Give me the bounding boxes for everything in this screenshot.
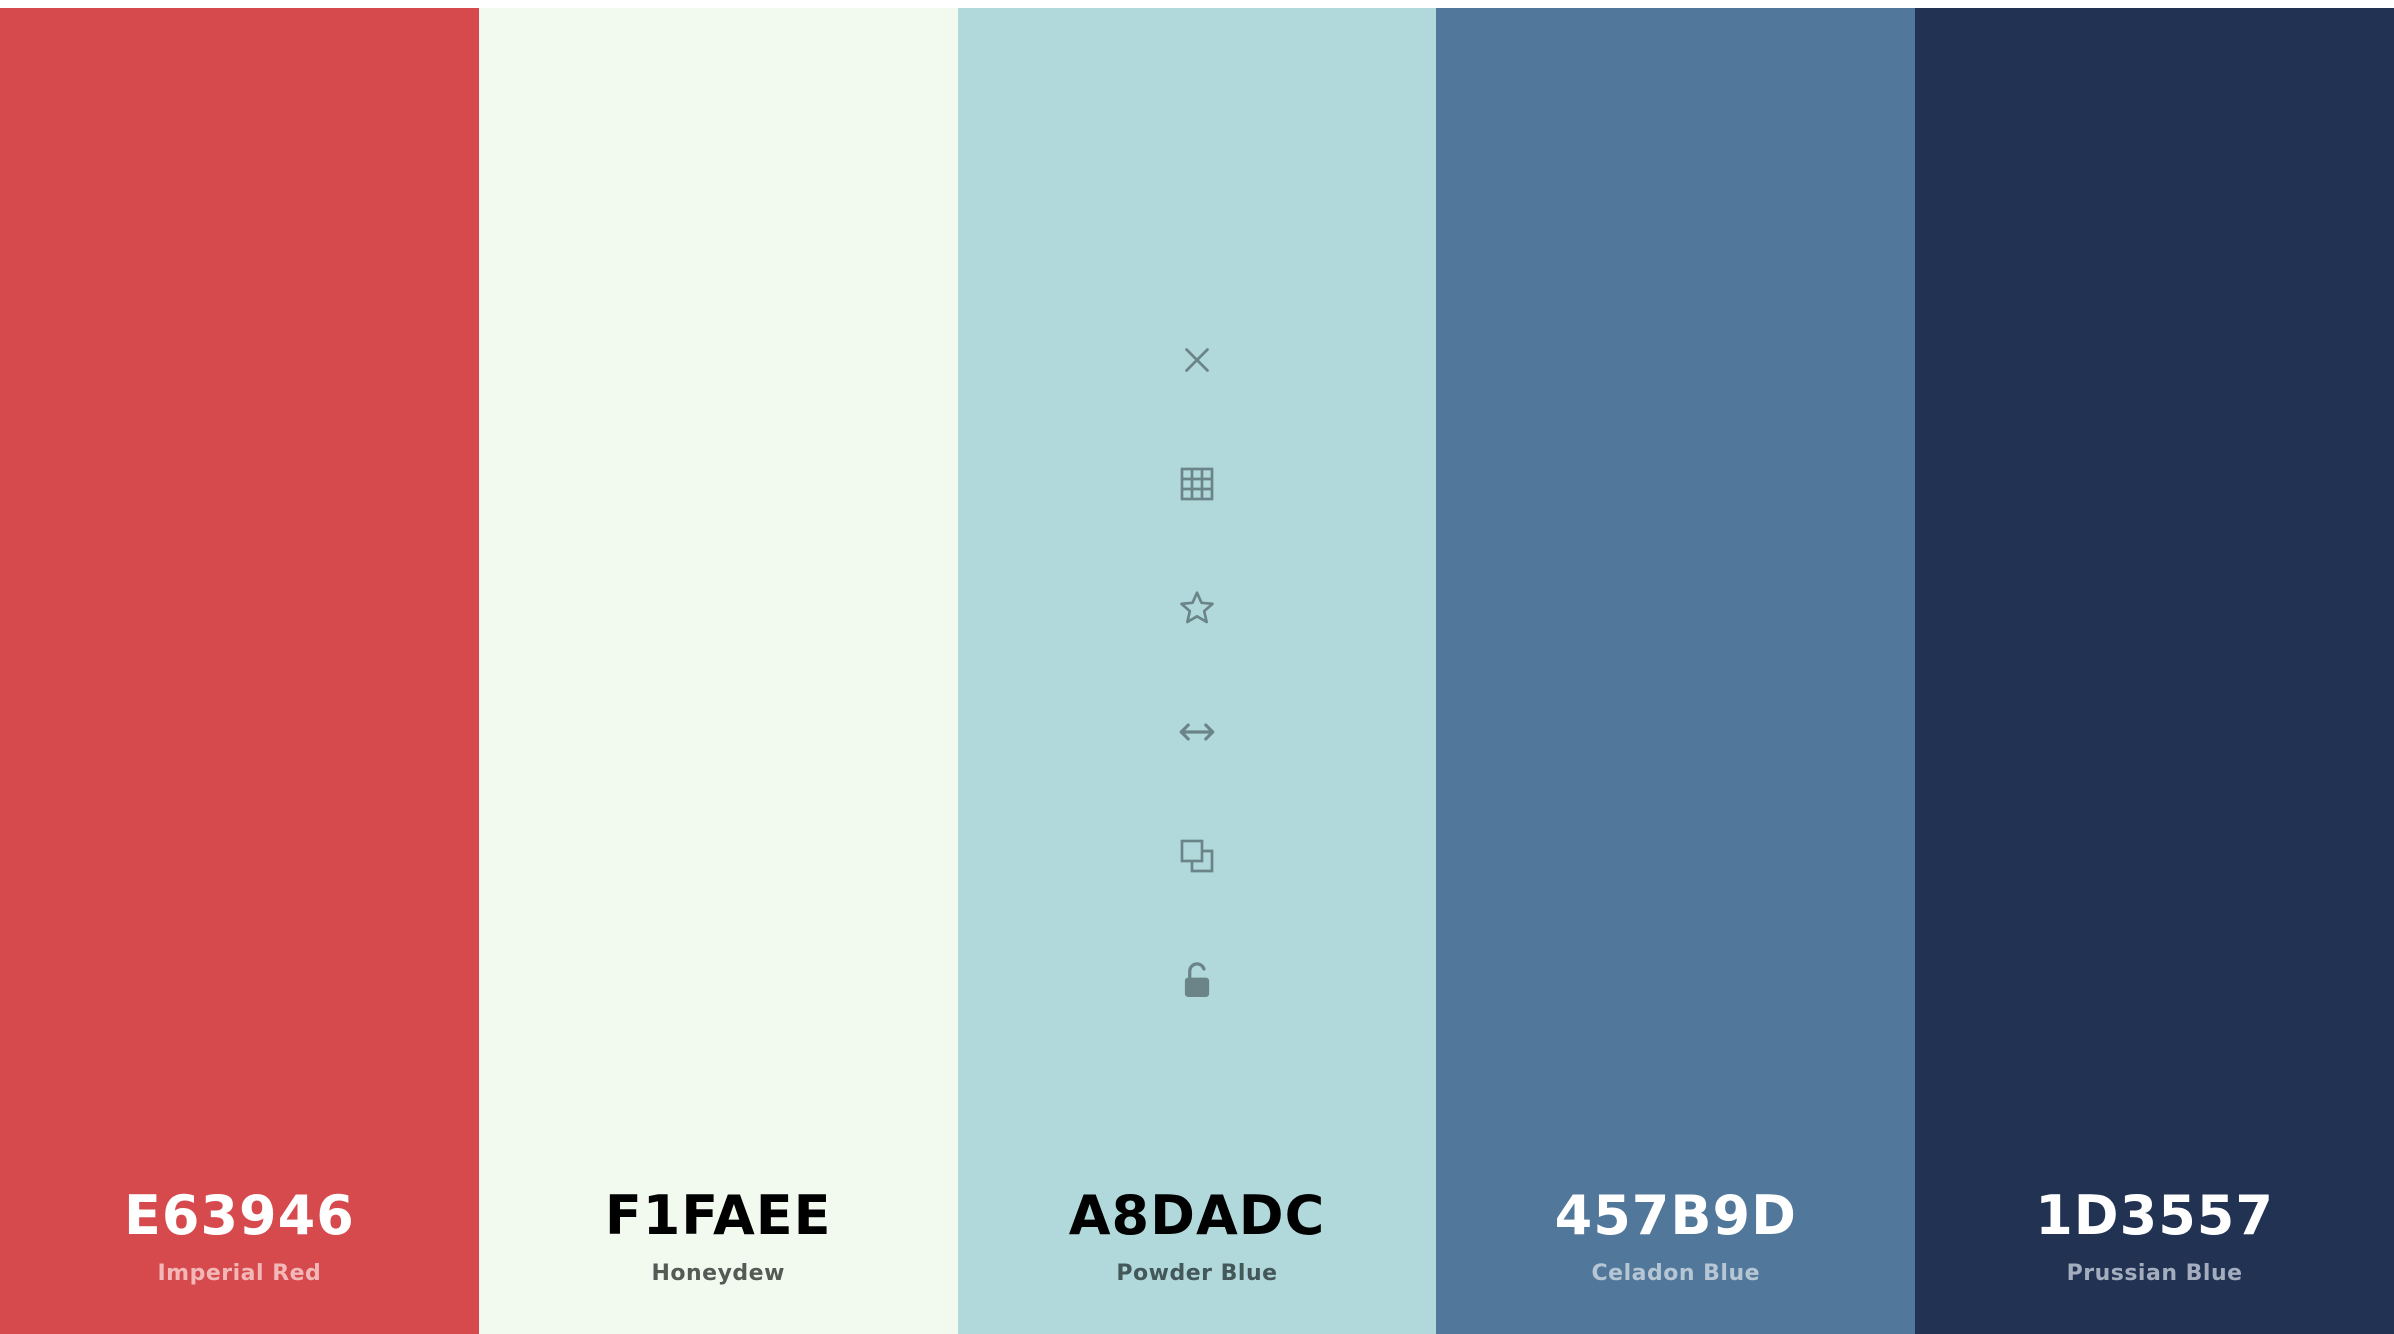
swatch-info: E63946 Imperial Red [0, 1184, 479, 1288]
swatch-info: 457B9D Celadon Blue [1436, 1184, 1915, 1288]
swatch-info: A8DADC Powder Blue [958, 1184, 1437, 1288]
hex-code[interactable]: 1D3557 [2035, 1184, 2274, 1247]
color-name[interactable]: Honeydew [651, 1261, 785, 1286]
remove-color-button[interactable] [1171, 334, 1223, 386]
close-icon [1185, 348, 1209, 372]
swatch-info: 1D3557 Prussian Blue [1915, 1184, 2394, 1288]
copy-hex-button[interactable] [1171, 830, 1223, 882]
swatch-powder-blue[interactable]: A8DADC Powder Blue [957, 8, 1437, 1334]
color-name[interactable]: Prussian Blue [2066, 1261, 2243, 1286]
hex-code[interactable]: E63946 [124, 1184, 355, 1247]
star-icon [1180, 591, 1214, 624]
drag-arrows-icon [1179, 723, 1215, 741]
drag-handle[interactable] [1171, 706, 1223, 758]
swatch-honeydew[interactable]: F1FAEE Honeydew [478, 8, 958, 1334]
color-name[interactable]: Celadon Blue [1591, 1261, 1761, 1286]
hex-code[interactable]: F1FAEE [604, 1184, 832, 1247]
lock-toggle-button[interactable] [1171, 954, 1223, 1006]
unlock-icon [1184, 962, 1210, 997]
copy-icon [1180, 839, 1214, 873]
hex-code[interactable]: A8DADC [1068, 1184, 1326, 1247]
color-palette: E63946 Imperial Red F1FAEE Honeydew [0, 8, 2394, 1334]
color-name[interactable]: Imperial Red [157, 1261, 322, 1286]
swatch-prussian-blue[interactable]: 1D3557 Prussian Blue [1915, 8, 2394, 1334]
view-shades-button[interactable] [1171, 458, 1223, 510]
grid-icon [1180, 467, 1214, 501]
swatch-info: F1FAEE Honeydew [479, 1184, 958, 1288]
swatch-celadon-blue[interactable]: 457B9D Celadon Blue [1436, 8, 1916, 1334]
swatch-imperial-red[interactable]: E63946 Imperial Red [0, 8, 479, 1334]
swatch-toolbar [1171, 334, 1223, 1006]
color-name[interactable]: Powder Blue [1116, 1261, 1278, 1286]
save-color-button[interactable] [1171, 582, 1223, 634]
hex-code[interactable]: 457B9D [1554, 1184, 1797, 1247]
